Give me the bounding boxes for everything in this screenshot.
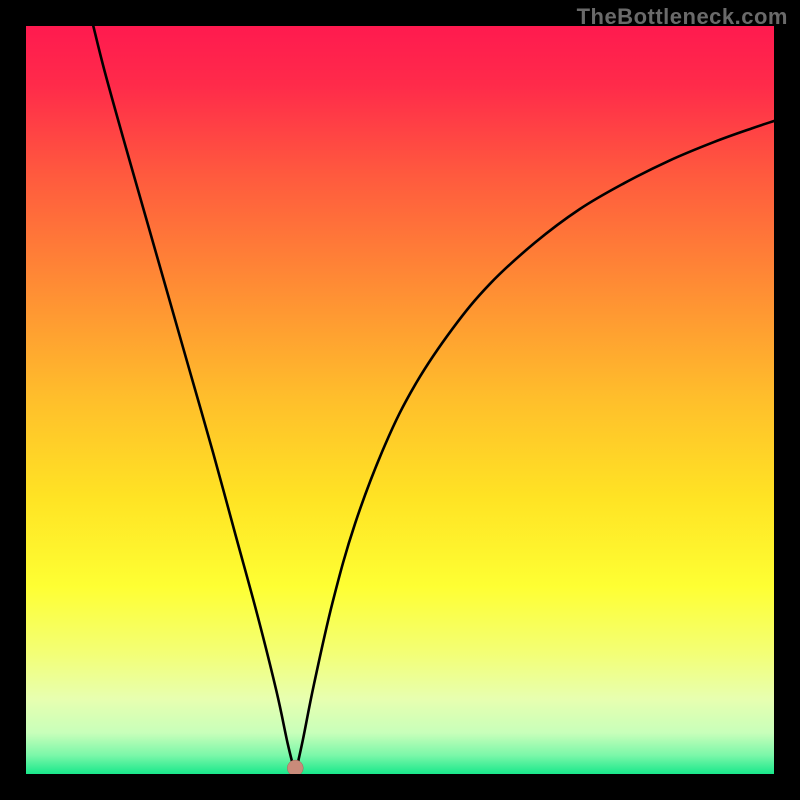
- plot-background: [26, 26, 774, 774]
- watermark-text: TheBottleneck.com: [577, 4, 788, 30]
- chart-stage: TheBottleneck.com: [0, 0, 800, 800]
- chart-svg: [0, 0, 800, 800]
- optimum-marker: [287, 760, 303, 776]
